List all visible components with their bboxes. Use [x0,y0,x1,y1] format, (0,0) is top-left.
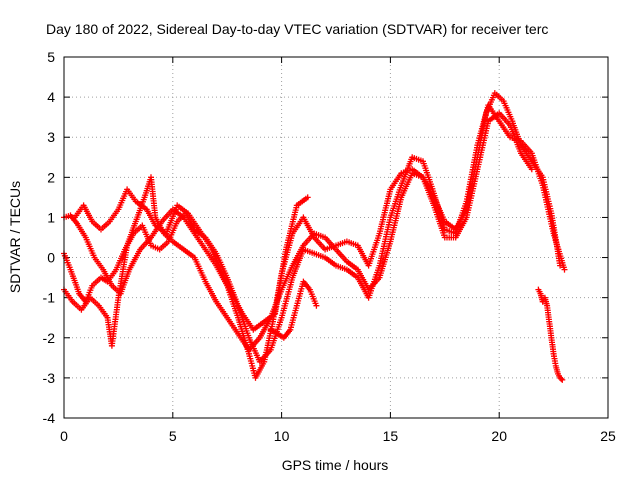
y-tick-label: 3 [47,129,55,145]
data-marks [61,90,568,383]
y-tick-label: 5 [47,49,55,65]
y-tick-label: -3 [43,370,56,386]
y-tick-label: 0 [47,250,55,266]
y-tick-label: -1 [43,290,56,306]
series-track-3 [61,110,535,353]
x-axis-label: GPS time / hours [282,457,389,473]
y-tick-label: -4 [43,410,56,426]
x-tick-label: 25 [600,428,616,444]
series-track-6 [535,286,566,383]
plot-frame [63,56,609,419]
x-tick-label: 15 [383,428,399,444]
grid [64,57,608,418]
y-axis-label: SDTVAR / TECUs [7,181,23,293]
y-tick-label: -2 [43,330,56,346]
y-tick-label: 2 [47,169,55,185]
marker-trace [61,110,535,353]
marker-trace [535,286,566,383]
marker-trace [267,278,320,341]
y-tick-label: 1 [47,209,55,225]
chart-title: Day 180 of 2022, Sidereal Day-to-day VTE… [46,21,548,37]
x-tick-label: 20 [491,428,507,444]
series-track-5 [267,278,320,341]
y-tick-label: 4 [47,89,55,105]
x-tick-label: 0 [60,428,68,444]
series-track-4 [71,186,311,333]
x-tick-label: 10 [274,428,290,444]
x-tick-label: 5 [169,428,177,444]
marker-trace [71,186,311,333]
